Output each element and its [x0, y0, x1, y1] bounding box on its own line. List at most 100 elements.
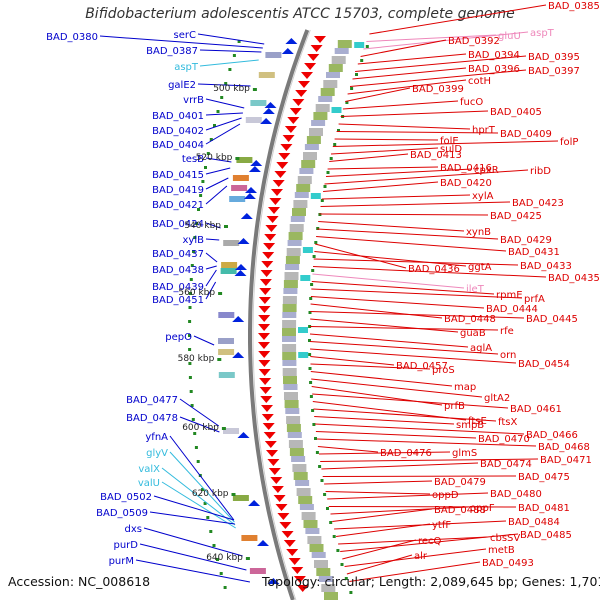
- reverse-gene-arrow: [261, 261, 274, 268]
- left-leader-line: [205, 117, 242, 131]
- right-gene-label: BAD_0454: [518, 359, 570, 370]
- right-rna-block: [302, 247, 313, 253]
- left-leader-line: [143, 527, 243, 557]
- left-feature-block: [249, 568, 266, 574]
- right-gene-label: BAD_0474: [480, 459, 532, 470]
- right-feature-block: [290, 216, 305, 222]
- right-leader-line: [323, 181, 439, 192]
- right-rna-block: [310, 193, 321, 199]
- right-feature-block: [282, 312, 297, 318]
- right-feature-block: [316, 568, 331, 576]
- left-leader-line: [149, 511, 235, 525]
- right-gene-label: xynB: [466, 227, 491, 238]
- left-feature-block: [223, 240, 240, 246]
- forward-gene-arrow: [235, 264, 247, 270]
- right-feature-block: [318, 576, 333, 582]
- gene-labels[interactable]: BAD_0380 serC BAD_0387 aspT galE2 vrrB BAD_040…: [46, 1, 600, 569]
- right-leader-line: [327, 492, 489, 500]
- backbone-arc: [248, 29, 310, 600]
- right-leader-line: [338, 123, 471, 130]
- left-leader-line: [179, 398, 220, 427]
- ruler-dot-inner: [199, 194, 203, 197]
- ruler-dot-inner: [220, 96, 224, 99]
- reverse-gene-arrow: [274, 171, 287, 178]
- forward-gene-arrow: [243, 193, 256, 199]
- ruler-dot-outer: [310, 283, 314, 286]
- left-gene-label: valU: [138, 478, 160, 489]
- right-feature-block: [323, 80, 338, 88]
- right-leader-line: [310, 311, 525, 319]
- ruler-dot-inner: [223, 586, 227, 589]
- reverse-gene-arrow: [295, 90, 308, 97]
- left-feature-block: [223, 428, 239, 434]
- right-feature-block: [283, 288, 298, 294]
- ruler-dot-inner: [206, 516, 210, 519]
- right-gene-label: oppF: [470, 503, 495, 514]
- left-leader-line: [197, 83, 251, 87]
- right-feature-block: [284, 400, 299, 408]
- left-leader-line: [205, 252, 218, 263]
- right-feature-block: [320, 88, 335, 96]
- reverse-gene-arrow: [314, 36, 326, 43]
- reverse-gene-arrow: [259, 279, 272, 286]
- right-leader-line: [315, 431, 477, 439]
- right-rna-block: [298, 327, 308, 333]
- right-gene-label: proS: [432, 365, 455, 376]
- reverse-gene-arrow: [277, 513, 290, 520]
- ruler-tick-mark: [218, 292, 223, 295]
- left-gene-label: BAD_0478: [126, 413, 178, 424]
- left-gene-label: purD: [114, 540, 139, 551]
- right-leader-line: [345, 87, 411, 102]
- right-leader-line: [311, 281, 495, 295]
- ruler-dot-inner: [188, 376, 192, 379]
- forward-gene-arrow: [281, 48, 294, 54]
- ruler-dot-inner: [193, 432, 197, 435]
- left-gene-label: xylB: [183, 235, 205, 246]
- right-feature-block: [288, 232, 303, 240]
- left-feature-block: [220, 268, 237, 274]
- ruler-tick-mark: [235, 157, 240, 160]
- left-gene-label: BAD_0387: [146, 46, 198, 57]
- ruler-dot-outer: [332, 535, 336, 538]
- gene-arrows: [232, 36, 326, 592]
- feature-blocks: [218, 40, 365, 600]
- left-leader-line: [99, 35, 263, 49]
- left-feature-block: [231, 185, 248, 191]
- right-gene-label: BAD_0484: [508, 517, 560, 528]
- topology-text: Topology: circular; Length: 2,089,645 bp…: [262, 574, 600, 589]
- right-leader-line: [329, 153, 409, 162]
- right-gene-label: BAD_0399: [412, 84, 464, 95]
- right-feature-block: [284, 392, 298, 400]
- right-feature-block: [282, 328, 296, 336]
- ruler-dot-outer: [329, 157, 333, 160]
- left-leader-line: [135, 559, 250, 583]
- left-leader-line: [205, 265, 217, 270]
- ruler-dot-inner: [190, 404, 194, 407]
- left-feature-block: [258, 72, 275, 78]
- forward-gene-arrow: [245, 187, 257, 193]
- right-feature-block: [291, 456, 306, 462]
- reverse-gene-arrow: [301, 72, 313, 79]
- left-leader-line: [205, 238, 220, 241]
- right-feature-block: [337, 40, 352, 48]
- right-feature-block: [331, 56, 346, 64]
- left-leader-line: [139, 543, 247, 571]
- right-gene-label: BAD_0466: [526, 430, 578, 441]
- left-leader-line: [205, 177, 229, 190]
- reverse-gene-arrow: [291, 567, 304, 574]
- reverse-gene-arrow: [271, 189, 283, 196]
- right-gene-label: BAD_0476: [380, 448, 432, 459]
- right-gene-label: BAD_0392: [448, 36, 500, 47]
- reverse-gene-arrow: [258, 297, 271, 304]
- right-leader-line: [349, 561, 481, 582]
- right-feature-block: [282, 360, 297, 366]
- right-feature-block: [301, 512, 316, 520]
- ruler-dot-outer: [314, 437, 317, 440]
- ruler-dot-inner: [188, 362, 192, 365]
- ruler-tick-label: 540 kbp: [184, 221, 221, 231]
- right-gene-label: cotH: [468, 76, 491, 87]
- ruler-dot-inner: [209, 530, 213, 533]
- ruler-dot-inner: [213, 124, 216, 127]
- reverse-gene-arrow: [279, 522, 292, 529]
